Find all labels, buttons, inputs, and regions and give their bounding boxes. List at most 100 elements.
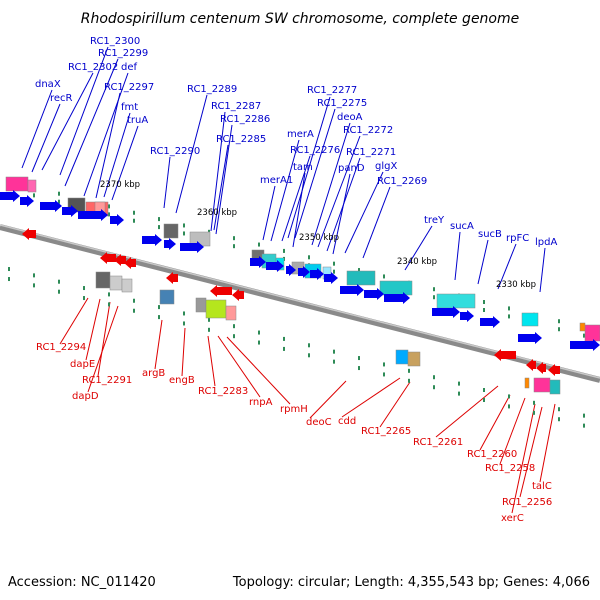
gene-label[interactable]: rnpA <box>249 397 273 408</box>
gene-label[interactable]: RC1_2276 <box>290 145 340 156</box>
tick-mark <box>508 404 510 409</box>
gene-label[interactable]: RC1_2277 <box>307 85 357 96</box>
tick-mark <box>233 324 235 329</box>
tick-mark <box>58 289 60 294</box>
leader-line <box>311 122 351 246</box>
gene-label[interactable]: engB <box>169 375 195 386</box>
leader-line <box>497 243 517 290</box>
gene-label[interactable]: rpFC <box>506 233 529 244</box>
gene-label[interactable]: lpdA <box>535 237 557 248</box>
tick-mark <box>233 334 235 339</box>
gene-label[interactable]: RC1_2275 <box>317 98 367 109</box>
gene-label[interactable]: merA <box>287 129 314 140</box>
gene-label[interactable]: truA <box>127 115 148 126</box>
leader-line <box>217 335 261 398</box>
gene-label[interactable]: sucA <box>450 221 474 232</box>
gene-label[interactable]: dapD <box>72 391 99 402</box>
gene-label[interactable]: RC1_2300 <box>90 36 140 47</box>
gene-label[interactable]: RC1_2290 <box>150 146 200 157</box>
tick-mark <box>158 217 160 222</box>
feature-box <box>205 299 227 319</box>
scale-label-2350: 2350 kbp <box>299 233 339 243</box>
gene-label[interactable]: RC1_2291 <box>82 375 132 386</box>
scale-label-2360: 2360 kbp <box>197 208 237 218</box>
leader-line <box>341 377 401 418</box>
gene-label[interactable]: RC1_2297 <box>104 82 154 93</box>
reverse-gene-arrow <box>526 359 536 371</box>
gene-label[interactable]: RC1_2299 <box>98 48 148 59</box>
feature-box <box>95 271 111 289</box>
tick-mark <box>483 300 485 305</box>
tick-mark <box>433 295 435 300</box>
leader-line <box>362 186 391 259</box>
gene-label[interactable]: RC1_2289 <box>187 84 237 95</box>
gene-label[interactable]: deoC <box>306 417 332 428</box>
leader-line <box>41 72 94 171</box>
gene-label[interactable]: cdd <box>338 416 356 427</box>
gene-label[interactable]: RC1_2286 <box>220 114 270 125</box>
tick-mark <box>358 268 360 273</box>
gene-label[interactable]: RC1_2285 <box>216 134 266 145</box>
leader-line <box>309 380 347 419</box>
leader-line <box>210 111 226 232</box>
leader-line <box>87 305 119 393</box>
gene-label[interactable]: RC1_2272 <box>343 125 393 136</box>
tick-mark <box>333 349 335 354</box>
feature-box <box>5 176 29 192</box>
reverse-gene-arrow <box>536 362 546 374</box>
reverse-gene-arrow <box>494 349 516 361</box>
gene-label[interactable]: sucB <box>478 229 502 240</box>
gene-label[interactable]: treY <box>424 215 445 226</box>
gene-label[interactable]: rpmH <box>280 404 308 415</box>
gene-label[interactable]: RC1_2265 <box>361 426 411 437</box>
tick-mark <box>358 366 360 371</box>
leader-line <box>83 72 129 197</box>
gene-label[interactable]: RC1_2294 <box>36 342 86 353</box>
leader-line <box>379 381 411 428</box>
forward-gene-arrow <box>480 316 500 328</box>
gene-label[interactable]: xerC <box>501 513 524 524</box>
tick-mark <box>33 273 35 278</box>
gene-label[interactable]: panD <box>338 163 365 174</box>
gene-label[interactable]: RC1_2287 <box>211 101 261 112</box>
tick-mark <box>533 400 535 405</box>
tick-mark <box>183 231 185 236</box>
tick-mark <box>583 423 585 428</box>
forward-gene-arrow <box>432 306 460 318</box>
gene-label[interactable]: RC1_2302 <box>68 62 118 73</box>
gene-label[interactable]: deoA <box>337 112 363 123</box>
gene-label[interactable]: def <box>121 62 138 73</box>
gene-label[interactable]: RC1_2283 <box>198 386 248 397</box>
forward-gene-arrow <box>298 266 310 278</box>
tick-mark <box>333 269 335 274</box>
gene-label[interactable]: fmt <box>121 102 138 113</box>
tick-mark <box>333 261 335 266</box>
gene-label[interactable]: talC <box>532 481 552 492</box>
gene-label[interactable]: dnaX <box>35 79 61 90</box>
forward-gene-arrow <box>180 241 204 253</box>
tick-mark <box>283 248 285 253</box>
gene-label[interactable]: recR <box>50 93 73 104</box>
feature-box <box>163 223 179 239</box>
leader-line <box>511 403 536 514</box>
gene-label[interactable]: dapE <box>70 359 95 370</box>
tick-mark <box>458 381 460 386</box>
leader-line <box>499 397 526 465</box>
gene-label[interactable]: tam <box>293 162 313 173</box>
gene-label[interactable]: RC1_2256 <box>502 497 552 508</box>
gene-label[interactable]: merA1 <box>260 175 293 186</box>
gene-label[interactable]: RC1_2269 <box>377 176 427 187</box>
forward-gene-arrow <box>142 234 162 246</box>
gene-label[interactable]: RC1_2260 <box>467 449 517 460</box>
tick-mark <box>583 333 585 338</box>
forward-gene-arrow <box>62 205 78 217</box>
gene-label[interactable]: RC1_2271 <box>346 147 396 158</box>
gene-label[interactable]: RC1_2258 <box>485 463 535 474</box>
tick-mark <box>308 353 310 358</box>
gene-label[interactable]: RC1_2261 <box>413 437 463 448</box>
gene-label[interactable]: argB <box>142 368 165 379</box>
accession-text: Accession: NC_011420 <box>8 575 156 590</box>
tick-mark <box>133 210 135 215</box>
forward-gene-arrow <box>518 332 542 344</box>
gene-label[interactable]: glgX <box>375 161 397 172</box>
